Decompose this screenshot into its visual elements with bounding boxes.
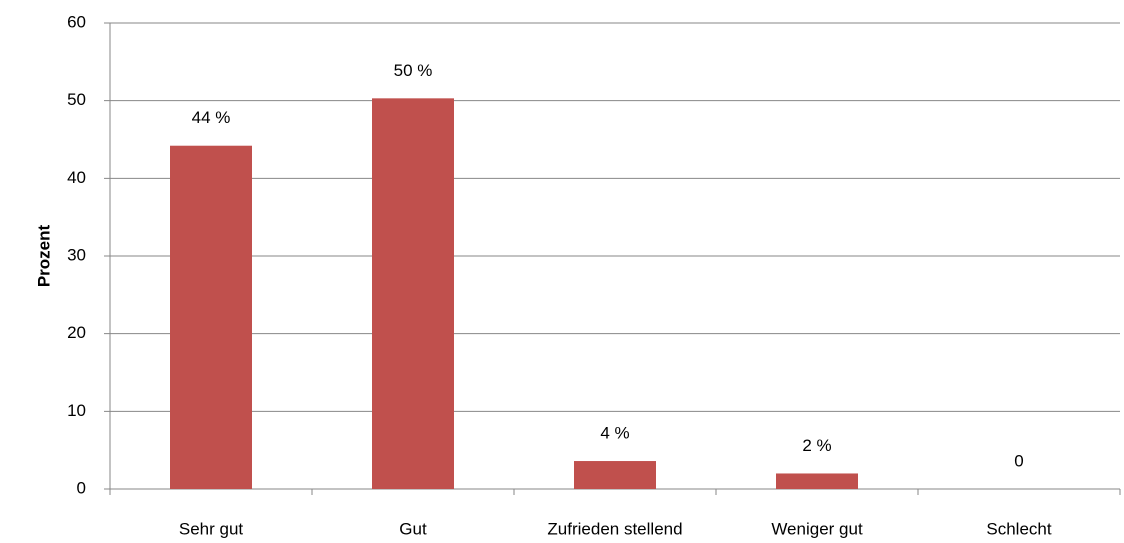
y-tick-label: 50 <box>67 90 86 109</box>
bar <box>170 145 252 490</box>
value-label: 2 % <box>802 436 831 455</box>
y-tick-label: 40 <box>67 168 86 187</box>
value-label: 4 % <box>600 424 629 443</box>
bar <box>574 461 656 489</box>
y-tick-label: 10 <box>67 401 86 420</box>
value-label: 0 <box>1014 451 1023 470</box>
y-tick-label: 30 <box>67 245 86 264</box>
value-label: 50 % <box>394 61 433 80</box>
bar <box>372 98 454 489</box>
x-tick-label: Schlecht <box>986 519 1051 538</box>
y-tick-label: 0 <box>77 478 86 497</box>
x-tick-label: Zufrieden stellend <box>547 519 682 538</box>
y-tick-label: 60 <box>67 12 86 31</box>
x-tick-label: Weniger gut <box>771 519 863 538</box>
y-axis-title: Prozent <box>34 224 53 287</box>
bar <box>776 473 858 489</box>
value-label: 44 % <box>192 108 231 127</box>
x-tick-label: Sehr gut <box>179 519 244 538</box>
y-tick-label: 20 <box>67 323 86 342</box>
x-tick-label: Gut <box>399 519 427 538</box>
